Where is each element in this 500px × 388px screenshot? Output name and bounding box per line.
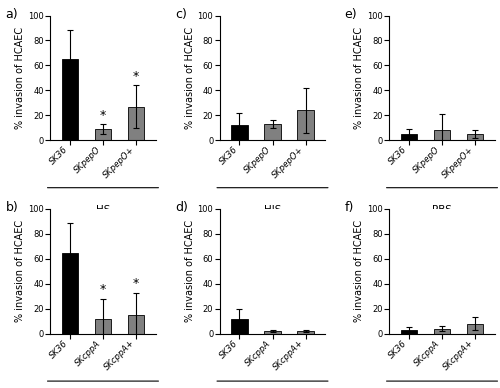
Bar <box>62 59 78 140</box>
Bar <box>94 129 112 140</box>
Text: a): a) <box>6 8 18 21</box>
Bar <box>298 331 314 334</box>
Text: d): d) <box>175 201 188 215</box>
Bar <box>467 324 483 334</box>
Bar <box>128 107 144 140</box>
Y-axis label: % invasion of HCAEC: % invasion of HCAEC <box>15 220 25 322</box>
Bar <box>128 315 144 334</box>
Y-axis label: % invasion of HCAEC: % invasion of HCAEC <box>184 27 194 129</box>
Bar <box>264 331 281 334</box>
Bar <box>400 330 417 334</box>
Bar <box>94 319 112 334</box>
Bar <box>434 130 450 140</box>
Y-axis label: % invasion of HCAEC: % invasion of HCAEC <box>354 220 364 322</box>
Bar <box>434 329 450 334</box>
Text: HIS: HIS <box>264 205 281 215</box>
Text: *: * <box>133 277 139 290</box>
Bar <box>467 134 483 140</box>
Y-axis label: % invasion of HCAEC: % invasion of HCAEC <box>184 220 194 322</box>
Bar <box>231 319 248 334</box>
Text: HS: HS <box>96 205 110 215</box>
Text: e): e) <box>344 8 357 21</box>
Text: f): f) <box>344 201 354 215</box>
Bar <box>231 125 248 140</box>
Bar <box>298 110 314 140</box>
Text: b): b) <box>6 201 18 215</box>
Bar <box>400 134 417 140</box>
Text: c): c) <box>175 8 187 21</box>
Y-axis label: % invasion of HCAEC: % invasion of HCAEC <box>354 27 364 129</box>
Bar <box>62 253 78 334</box>
Bar <box>264 124 281 140</box>
Text: *: * <box>133 70 139 83</box>
Y-axis label: % invasion of HCAEC: % invasion of HCAEC <box>15 27 25 129</box>
Text: PBS: PBS <box>432 205 452 215</box>
Text: *: * <box>100 109 106 121</box>
Text: *: * <box>100 283 106 296</box>
